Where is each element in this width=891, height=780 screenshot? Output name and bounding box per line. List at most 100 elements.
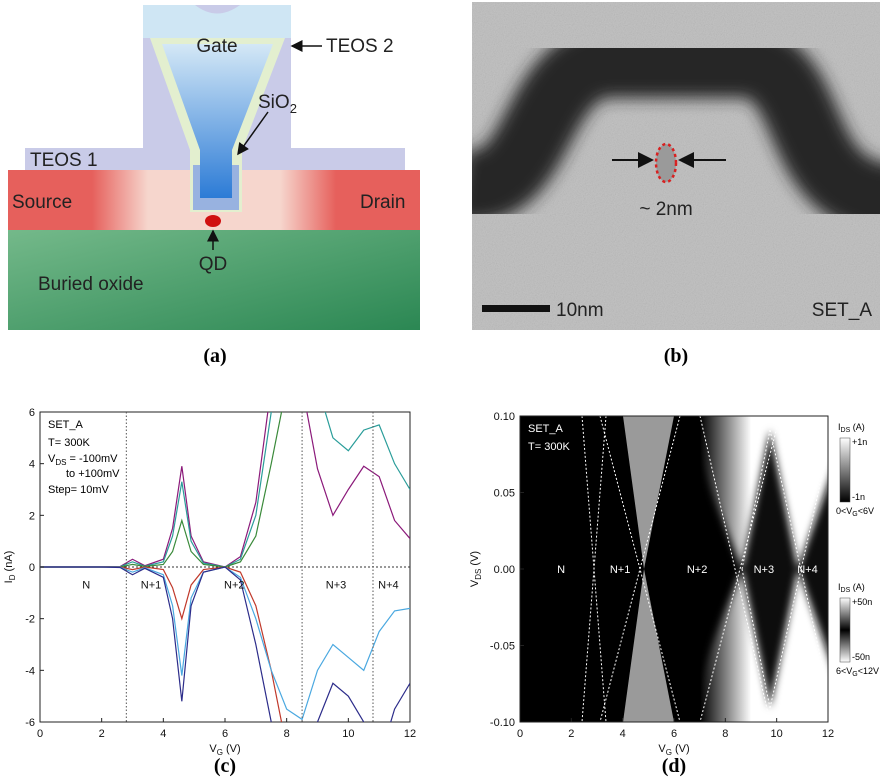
colorbar-range: <6V xyxy=(858,506,874,516)
annotation: = -100mV xyxy=(66,453,118,465)
y-tick-label: 6 xyxy=(29,407,35,419)
x-tick-label: 2 xyxy=(99,728,105,740)
region-label: N+4 xyxy=(797,564,818,576)
colorbar-max: +50n xyxy=(852,597,872,607)
caption: (b) xyxy=(664,345,688,367)
colorbar-max: +1n xyxy=(852,437,867,447)
caption: (c) xyxy=(214,755,236,777)
region-label: N+4 xyxy=(378,580,399,592)
annotation: to +100mV xyxy=(66,468,120,480)
region-label: N+3 xyxy=(754,564,775,576)
curve xyxy=(40,335,410,568)
label: 2 xyxy=(290,101,297,116)
label: SiO xyxy=(258,92,290,113)
panel-b: ~ 2nm 10nm SET_A (b) xyxy=(460,2,891,367)
label: Gate xyxy=(196,36,237,57)
colorbar-title: IDS (A) xyxy=(838,582,865,594)
colorbar-title: (A) xyxy=(850,582,865,592)
label: Source xyxy=(12,192,72,213)
panel-d: SET_A T= 300K IDS (A) +1n -1n 0<VG<6V IDS (A… xyxy=(469,411,879,777)
x-tick-label: 8 xyxy=(284,728,290,740)
colorbar-range: 0<VG<6V xyxy=(836,506,874,518)
annotation: T= 300K xyxy=(48,437,91,449)
colorbar-min: -1n xyxy=(852,492,865,502)
colorbar-title: DS xyxy=(841,427,851,434)
y-tick-label: -6 xyxy=(25,717,35,729)
colorbar-range: <12V xyxy=(858,666,879,676)
region-label: N+1 xyxy=(141,580,162,592)
x-tick-label: 0 xyxy=(37,728,43,740)
x-tick-label: 0 xyxy=(517,728,523,740)
x-tick-label: 12 xyxy=(404,728,416,740)
map xyxy=(520,416,840,722)
region-label: N xyxy=(82,580,90,592)
label: Drain xyxy=(360,192,405,213)
y-tick-label: 0.05 xyxy=(494,488,515,500)
panel-a: Gate TEOS 2 SiO2 TEOS 1 Source Drain QD … xyxy=(8,5,420,367)
figure: Gate TEOS 2 SiO2 TEOS 1 Source Drain QD … xyxy=(0,0,891,780)
annotation: T= 300K xyxy=(528,441,571,453)
x-tick-label: 6 xyxy=(222,728,228,740)
label: ~ 2nm xyxy=(639,199,692,220)
scale-bar xyxy=(482,305,550,312)
y-tick-label: 0.00 xyxy=(494,564,515,576)
x-tick-label: 8 xyxy=(722,728,728,740)
x-tick-label: 6 xyxy=(671,728,677,740)
colorbar-title: IDS (A) xyxy=(838,422,865,434)
colorbar-range: 6<V xyxy=(836,666,852,676)
region-label: N+2 xyxy=(687,564,708,576)
x-tick-label: 10 xyxy=(771,728,783,740)
curves xyxy=(40,335,410,780)
label: TEOS 1 xyxy=(30,150,98,171)
annotation: DS xyxy=(55,458,66,467)
colorbar-title: (A) xyxy=(850,422,865,432)
annotation: SET_A xyxy=(48,419,84,431)
label: TEOS 2 xyxy=(326,36,394,57)
colorbar-range: 6<VG<12V xyxy=(836,666,879,678)
colorbar-range: 0<V xyxy=(836,506,852,516)
y-tick-label: -4 xyxy=(25,665,35,677)
dot-outline xyxy=(656,144,676,182)
y-tick-label: -0.10 xyxy=(490,717,515,729)
region-label: N+1 xyxy=(610,564,631,576)
y-axis-label: DS xyxy=(474,569,483,580)
y-tick-label: 2 xyxy=(29,510,35,522)
y-tick-label: -0.05 xyxy=(490,641,515,653)
label: Buried oxide xyxy=(38,274,144,295)
caption: (d) xyxy=(662,755,686,777)
label: SiO2 xyxy=(258,92,297,116)
caption: (a) xyxy=(203,345,226,367)
x-tick-label: 12 xyxy=(822,728,834,740)
x-tick-label: 4 xyxy=(620,728,626,740)
curve xyxy=(40,335,410,568)
y-axis-label: (V) xyxy=(469,551,481,569)
x-axis-label: (V) xyxy=(672,743,690,755)
x-tick-label: 10 xyxy=(342,728,354,740)
label: 10nm xyxy=(556,300,604,321)
colorbar-title: DS xyxy=(841,587,851,594)
x-tick-label: 4 xyxy=(160,728,166,740)
annotation: SET_A xyxy=(528,423,564,435)
y-tick-label: 4 xyxy=(29,459,35,471)
x-tick-label: 2 xyxy=(568,728,574,740)
y-tick-label: -2 xyxy=(25,614,35,626)
y-axis-label: VDS (V) xyxy=(469,551,483,587)
annotation: Step= 10mV xyxy=(48,484,110,496)
x-axis-label: (V) xyxy=(223,743,241,755)
curve xyxy=(40,335,410,568)
label: QD xyxy=(199,254,228,275)
region-label: N xyxy=(557,564,565,576)
region-label: N+2 xyxy=(224,580,245,592)
y-tick-label: 0 xyxy=(29,562,35,574)
quantum-dot xyxy=(205,215,221,227)
colorbar xyxy=(840,598,850,662)
y-axis-label: (nA) xyxy=(3,551,15,575)
y-tick-label: 0.10 xyxy=(494,411,515,423)
region-label: N+3 xyxy=(326,580,347,592)
colorbar xyxy=(840,438,850,502)
label: SET_A xyxy=(812,300,873,321)
annotation: VDS = -100mV xyxy=(48,453,118,467)
colorbar-min: -50n xyxy=(852,652,870,662)
y-axis-label: ID (nA) xyxy=(3,551,17,584)
panel-c: SET_A T= 300K VDS = -100mV to +100mV Ste… xyxy=(3,335,416,780)
